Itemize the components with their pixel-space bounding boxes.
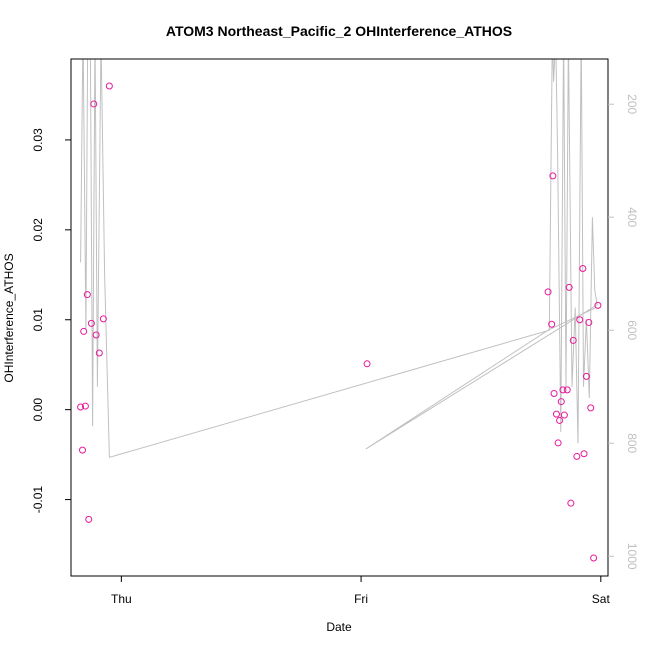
y2-tick-label: 200: [625, 94, 639, 114]
data-point: [560, 411, 568, 419]
series-line: [80, 59, 598, 458]
data-point: [563, 386, 571, 394]
y-tick-label: 0.02: [31, 218, 45, 242]
y-tick-label: 0.00: [31, 398, 45, 422]
chart-title: ATOM3 Northeast_Pacific_2 OHInterference…: [166, 23, 512, 39]
data-point: [576, 316, 584, 324]
data-point: [85, 515, 93, 523]
x-tick-label: Fri: [354, 592, 368, 606]
data-point: [573, 452, 581, 460]
data-point: [582, 372, 590, 380]
data-point: [363, 360, 371, 368]
data-point: [594, 301, 602, 309]
data-point: [565, 283, 573, 291]
data-point: [95, 349, 103, 357]
data-point: [580, 450, 588, 458]
y-tick-label: 0.01: [31, 308, 45, 332]
data-point: [552, 410, 560, 418]
data-point: [90, 100, 98, 108]
axes: Thu Fri Sat -0.01 0.00 0.01 0.02 0.03 200 400 600 8…: [31, 94, 639, 606]
data-point: [567, 499, 575, 507]
data-point: [105, 82, 113, 90]
data-point: [87, 319, 95, 327]
plot-area: [77, 59, 602, 562]
data-point: [549, 172, 557, 180]
y2-tick-label: 800: [625, 433, 639, 453]
data-point: [92, 331, 100, 339]
x-axis-label: Date: [326, 620, 352, 634]
plot-frame: [70, 58, 609, 577]
data-point: [556, 416, 564, 424]
y2-tick-label: 400: [625, 207, 639, 227]
data-point: [544, 288, 552, 296]
data-point: [557, 398, 565, 406]
data-point: [590, 554, 598, 562]
data-point: [559, 386, 567, 394]
data-point: [548, 320, 556, 328]
data-point: [585, 318, 593, 326]
data-point: [554, 439, 562, 447]
data-point: [569, 336, 577, 344]
data-point: [587, 404, 595, 412]
data-point: [77, 403, 85, 411]
data-point: [80, 327, 88, 335]
y2-tick-label: 1000: [625, 543, 639, 570]
data-point: [79, 446, 87, 454]
data-point: [83, 291, 91, 299]
y2-tick-label: 600: [625, 320, 639, 340]
y-axis-label: OHInterference_ATHOS: [2, 253, 16, 382]
y-tick-label: 0.03: [31, 128, 45, 152]
data-point: [81, 402, 89, 410]
data-layer: [77, 59, 602, 562]
x-tick-label: Sat: [592, 592, 611, 606]
data-point: [99, 315, 107, 323]
data-point: [579, 264, 587, 272]
y-tick-label: -0.01: [31, 486, 45, 514]
x-tick-label: Thu: [111, 592, 132, 606]
data-point: [550, 389, 558, 397]
